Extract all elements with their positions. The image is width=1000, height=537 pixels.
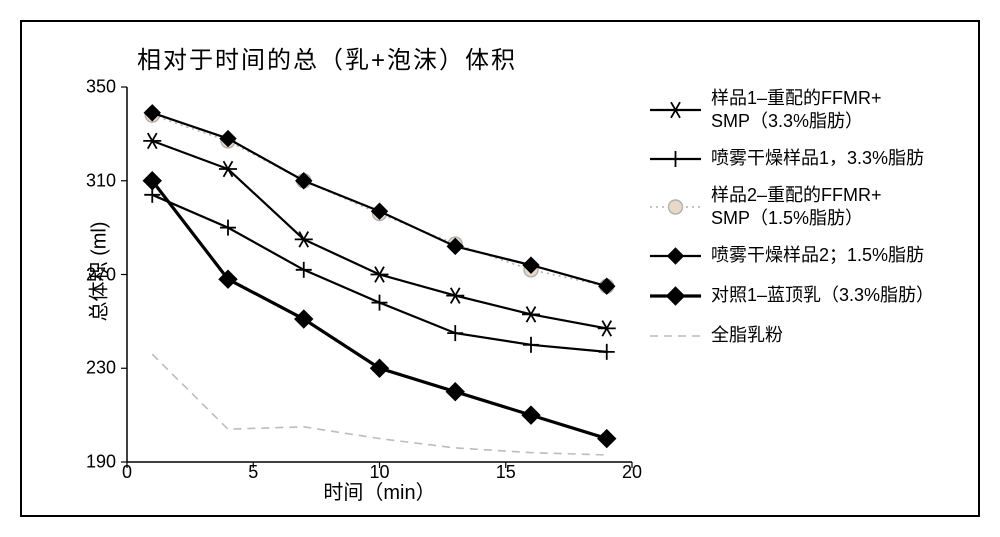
legend-label: 全脂乳粉 [711,324,968,347]
legend-label: 喷雾干燥样品2；1.5%脂肪 [711,244,968,267]
legend-swatch [648,192,703,222]
legend-item: 对照1–蓝顶乳（3.3%脂肪） [648,281,968,311]
legend-swatch [648,321,703,351]
y-tick-label: 350 [66,77,116,98]
y-tick-label: 190 [66,452,116,473]
x-tick-label: 20 [622,462,642,483]
legend-item: 样品2–重配的FFMR+SMP（1.5%脂肪） [648,184,968,231]
chart-container: 相对于时间的总（乳+泡沫）体积 总体积 (ml) 时间（min） 样品1–重配的… [20,20,980,517]
legend-item: 样品1–重配的FFMR+SMP（3.3%脂肪） [648,87,968,134]
y-tick-label: 310 [66,170,116,191]
legend-item: 喷雾干燥样品2；1.5%脂肪 [648,241,968,271]
y-tick-label: 270 [66,264,116,285]
legend-swatch [648,281,703,311]
x-tick-label: 15 [496,462,516,483]
legend-label: 喷雾干燥样品1，3.3%脂肪 [711,147,968,170]
legend-label: 对照1–蓝顶乳（3.3%脂肪） [711,284,968,307]
legend-label: 样品2–重配的FFMR+SMP（1.5%脂肪） [711,184,968,231]
legend-swatch [648,95,703,125]
y-tick-label: 230 [66,358,116,379]
chart-plot [127,87,632,462]
legend-item: 喷雾干燥样品1，3.3%脂肪 [648,144,968,174]
legend-label: 样品1–重配的FFMR+SMP（3.3%脂肪） [711,87,968,134]
x-tick-label: 5 [248,462,258,483]
legend-item: 全脂乳粉 [648,321,968,351]
legend: 样品1–重配的FFMR+SMP（3.3%脂肪） 喷雾干燥样品1，3.3%脂肪样品2… [648,87,968,361]
chart-title: 相对于时间的总（乳+泡沫）体积 [22,40,632,75]
legend-swatch [648,241,703,271]
x-tick-label: 0 [122,462,132,483]
x-tick-label: 10 [369,462,389,483]
legend-swatch [648,144,703,174]
